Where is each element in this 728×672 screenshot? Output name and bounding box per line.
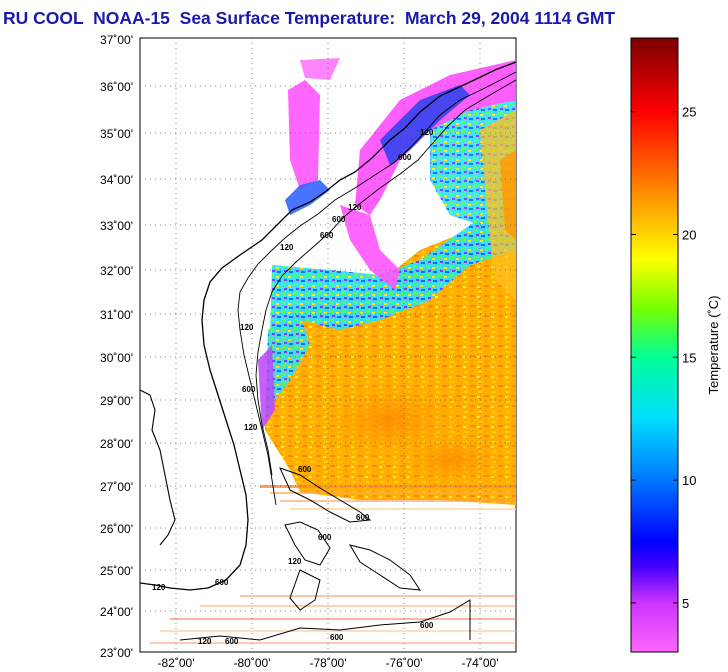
map-title: RU COOL NOAA-15 Sea Surface Temperature:…: [3, 8, 616, 28]
colorbar: 25 20 15 10 5 Temperature (˚C): [630, 37, 721, 653]
cold-shelf-cape-fear: [288, 80, 320, 190]
lon-tick-label: -80˚00': [234, 656, 271, 670]
contour-label: 120: [288, 557, 302, 566]
contour-label: 600: [398, 153, 412, 162]
lat-tick-label: 30˚00': [100, 351, 133, 365]
colorbar-tick-label: 25: [682, 105, 696, 120]
contour-label: 120: [348, 203, 362, 212]
colorbar-tick-label: 5: [682, 596, 689, 611]
contour-label: 600: [320, 231, 334, 240]
cold-plume: [340, 205, 400, 290]
colorbar-ticks: 25 20 15 10 5: [631, 105, 696, 611]
contour-label: 600: [330, 633, 344, 642]
lon-tick-label: -82˚00': [158, 656, 195, 670]
lon-tick-label: -78˚00': [310, 656, 347, 670]
contour-label: 600: [225, 637, 239, 646]
lat-tick-label: 28˚00': [100, 437, 133, 451]
colorbar-tick-label: 20: [682, 227, 696, 242]
coastline-bahamas-west: [284, 521, 331, 566]
coastline-bahamas-north: [279, 467, 372, 523]
lat-tick-label: 35˚00': [100, 127, 133, 141]
cold-patch-north: [300, 58, 340, 80]
contour-label: 120: [244, 423, 258, 432]
lat-tick-label: 31˚00': [100, 308, 133, 322]
contour-label: 600: [356, 513, 370, 522]
coastline-bahamas-central: [348, 544, 422, 591]
contour-label: 120: [420, 128, 434, 137]
contour-label: 600: [242, 385, 256, 394]
lat-tick-label: 36˚00': [100, 80, 133, 94]
lat-tick-label: 24˚00': [100, 605, 133, 619]
lat-tick-label: 34˚00': [100, 173, 133, 187]
lat-tick-label: 23˚00': [100, 646, 133, 660]
colorbar-tick-label: 10: [682, 473, 696, 488]
lat-tick-label: 26˚00': [100, 522, 133, 536]
contour-label: 600: [332, 215, 346, 224]
lon-tick-label: -74˚00': [462, 656, 499, 670]
contour-label: 600: [420, 621, 434, 630]
coastline-gulf: [140, 389, 176, 546]
cool-water-west: [266, 315, 310, 420]
cold-shelf-hatteras-blue: [380, 85, 470, 165]
noise-stripes: [150, 485, 516, 644]
isobath-120: [237, 71, 516, 506]
latitude-axis: 37˚00' 36˚00' 35˚00' 34˚00' 33˚00' 32˚00…: [100, 33, 133, 660]
cold-shelf-blue: [285, 180, 330, 215]
sst-imagery: [150, 58, 516, 644]
lat-tick-label: 29˚00': [100, 394, 133, 408]
warm-pool-south: [390, 430, 510, 490]
coastline-cuba: [179, 599, 471, 641]
colorbar-label: Temperature (˚C): [706, 296, 721, 395]
coastline-us: [140, 61, 516, 591]
lat-tick-label: 37˚00': [100, 33, 133, 47]
contour-labels: 120 600 600 120 600 120 120 600 120 600 …: [152, 128, 434, 646]
lat-tick-label: 25˚00': [100, 564, 133, 578]
contour-label: 600: [298, 465, 312, 474]
lat-tick-label: 32˚00': [100, 264, 133, 278]
map-panel: [139, 37, 517, 653]
contour-label: 120: [280, 243, 294, 252]
coastline-andros: [289, 569, 321, 611]
contour-label: 120: [152, 583, 166, 592]
coastlines: [140, 61, 516, 641]
contour-label: 600: [318, 533, 332, 542]
cold-strip-florida: [258, 345, 275, 430]
mixed-water-region: [270, 195, 516, 335]
lat-tick-label: 27˚00': [100, 480, 133, 494]
colorbar-tick-label: 15: [682, 350, 696, 365]
contour-label: 120: [240, 323, 254, 332]
contour-label: 600: [215, 578, 229, 587]
contour-label: 120: [198, 637, 212, 646]
lon-tick-label: -76˚00': [386, 656, 423, 670]
lat-tick-label: 33˚00': [100, 219, 133, 233]
colorbar-gradient: [630, 37, 679, 653]
gulf-stream-core: [500, 150, 516, 240]
cold-shelf-hatteras: [355, 60, 516, 215]
isobath-600: [255, 79, 516, 476]
longitude-axis: -82˚00' -80˚00' -78˚00' -76˚00' -74˚00': [158, 656, 499, 670]
